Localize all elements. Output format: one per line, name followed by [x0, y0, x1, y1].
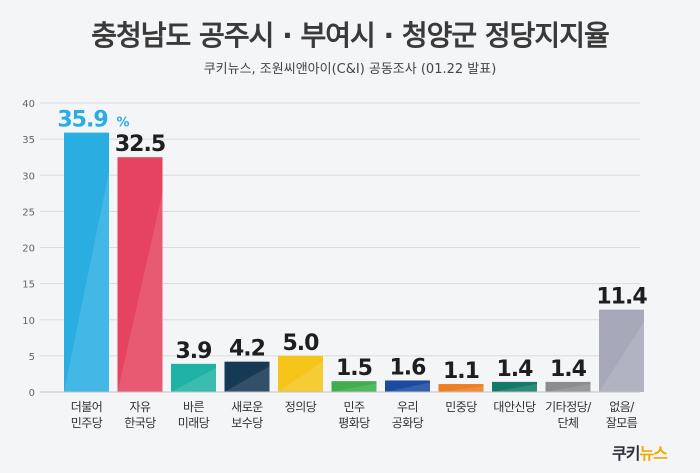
- bar: [278, 355, 323, 392]
- y-tick-label: 5: [29, 352, 35, 363]
- data-label: 11.4: [596, 285, 647, 310]
- data-label: 1.4: [497, 357, 534, 382]
- bar-highlight: [117, 192, 163, 392]
- data-label-unit: %: [117, 116, 130, 131]
- bar: [385, 380, 430, 392]
- bar-highlight: [385, 382, 430, 392]
- kukinews-logo: 쿠키뉴스: [612, 440, 668, 464]
- x-tick-label: 자유 한국당: [124, 400, 156, 430]
- logo-part-1: 쿠키: [612, 444, 640, 463]
- x-tick-label: 민주 평화당: [338, 400, 370, 430]
- bar: [599, 309, 644, 392]
- bar: [64, 132, 109, 392]
- bar: [171, 363, 216, 392]
- bar-highlight: [545, 383, 591, 392]
- x-tick-label: 대안신당: [493, 400, 536, 414]
- data-label: 3.9: [176, 339, 212, 364]
- bar-highlight: [492, 383, 537, 392]
- y-tick-label: 30: [22, 171, 35, 182]
- x-tick-label: 기타정당/단체: [545, 400, 592, 430]
- y-tick-label: 10: [22, 316, 35, 327]
- bar-highlight: [171, 368, 216, 392]
- bar: [545, 381, 591, 392]
- data-label: 32.5: [115, 132, 165, 157]
- bar-highlight: [64, 171, 109, 392]
- y-tick-label: 15: [22, 280, 35, 291]
- bar: [492, 381, 537, 392]
- x-tick-label: 우리 공화당: [392, 400, 424, 430]
- x-tick-label: 없음/잘모름: [606, 400, 638, 430]
- bar: [117, 157, 163, 392]
- chart-subtitle: 쿠키뉴스, 조원씨앤아이(C&I) 공동조사 (01.22 발표): [203, 62, 497, 77]
- chart-title: 충청남도 공주시 · 부여시 · 청양군 정당지지율: [91, 19, 609, 52]
- y-tick-label: 25: [22, 207, 35, 218]
- bar-highlight: [331, 383, 377, 392]
- bar: [331, 381, 377, 392]
- bar-highlight: [278, 361, 323, 392]
- data-label: 4.2: [229, 337, 265, 362]
- bar-highlight: [599, 321, 644, 392]
- bar: [224, 361, 270, 392]
- y-tick-label: 20: [22, 244, 35, 255]
- y-tick-label: 35: [22, 135, 35, 146]
- y-tick-label: 0: [29, 388, 35, 399]
- bar-highlight: [224, 366, 270, 392]
- x-tick-label: 정의당: [285, 400, 317, 414]
- x-tick-label: 새로운 보수당: [231, 400, 263, 430]
- y-tick-label: 40: [22, 99, 35, 110]
- logo-part-2: 뉴스: [639, 444, 667, 463]
- data-label: 35.9: [57, 108, 107, 133]
- bar-highlight: [438, 386, 484, 392]
- data-label: 1.6: [390, 355, 427, 380]
- data-label: 5.0: [283, 331, 320, 356]
- x-tick-label: 민중당: [445, 400, 477, 414]
- x-tick-label: 더불어 민주당: [71, 400, 103, 430]
- bar: [438, 384, 484, 392]
- data-label: 1.1: [443, 359, 479, 384]
- data-label: 1.5: [336, 356, 372, 381]
- x-tick-label: 바른 미래당: [178, 400, 210, 430]
- data-label: 1.4: [550, 357, 587, 382]
